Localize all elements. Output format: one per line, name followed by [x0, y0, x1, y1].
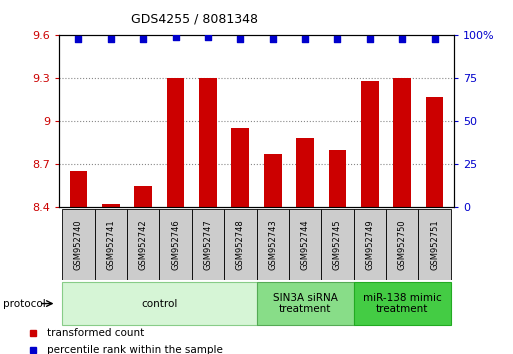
- Bar: [231, 129, 249, 207]
- Text: transformed count: transformed count: [47, 328, 145, 338]
- Point: [171, 34, 180, 40]
- Point: [333, 36, 342, 42]
- Text: GSM952749: GSM952749: [365, 219, 374, 270]
- Bar: [192, 209, 224, 280]
- Bar: [321, 209, 353, 280]
- Bar: [328, 150, 346, 207]
- Bar: [419, 209, 451, 280]
- Text: GSM952743: GSM952743: [268, 219, 277, 270]
- Bar: [296, 138, 314, 207]
- Bar: [386, 209, 419, 280]
- Point: [430, 36, 439, 42]
- Point: [204, 34, 212, 40]
- Text: protocol: protocol: [3, 298, 45, 309]
- Text: GSM952744: GSM952744: [301, 219, 309, 270]
- Bar: [353, 282, 451, 325]
- Bar: [426, 97, 443, 207]
- Point: [139, 36, 147, 42]
- Bar: [94, 209, 127, 280]
- Point: [107, 36, 115, 42]
- Text: GDS4255 / 8081348: GDS4255 / 8081348: [131, 12, 259, 25]
- Bar: [289, 209, 321, 280]
- Text: GSM952750: GSM952750: [398, 219, 407, 270]
- Text: GSM952742: GSM952742: [139, 219, 148, 270]
- Text: GSM952747: GSM952747: [204, 219, 212, 270]
- Text: control: control: [141, 298, 177, 309]
- Point: [236, 36, 244, 42]
- Bar: [102, 204, 120, 207]
- Bar: [393, 78, 411, 207]
- Point: [398, 36, 406, 42]
- Point: [366, 36, 374, 42]
- Bar: [361, 81, 379, 207]
- Bar: [199, 78, 217, 207]
- Text: GSM952751: GSM952751: [430, 219, 439, 270]
- Bar: [134, 185, 152, 207]
- Point: [74, 36, 83, 42]
- Text: percentile rank within the sample: percentile rank within the sample: [47, 345, 223, 354]
- Bar: [70, 171, 87, 207]
- Bar: [264, 154, 282, 207]
- Text: GSM952748: GSM952748: [236, 219, 245, 270]
- Bar: [62, 209, 94, 280]
- Bar: [224, 209, 256, 280]
- Bar: [167, 78, 185, 207]
- Bar: [62, 282, 256, 325]
- Text: GSM952746: GSM952746: [171, 219, 180, 270]
- Point: [269, 36, 277, 42]
- Bar: [127, 209, 160, 280]
- Text: miR-138 mimic
treatment: miR-138 mimic treatment: [363, 293, 442, 314]
- Bar: [353, 209, 386, 280]
- Text: GSM952740: GSM952740: [74, 219, 83, 270]
- Point: [301, 36, 309, 42]
- Bar: [256, 282, 353, 325]
- Bar: [160, 209, 192, 280]
- Text: GSM952741: GSM952741: [106, 219, 115, 270]
- Bar: [256, 209, 289, 280]
- Text: GSM952745: GSM952745: [333, 219, 342, 270]
- Text: SIN3A siRNA
treatment: SIN3A siRNA treatment: [272, 293, 338, 314]
